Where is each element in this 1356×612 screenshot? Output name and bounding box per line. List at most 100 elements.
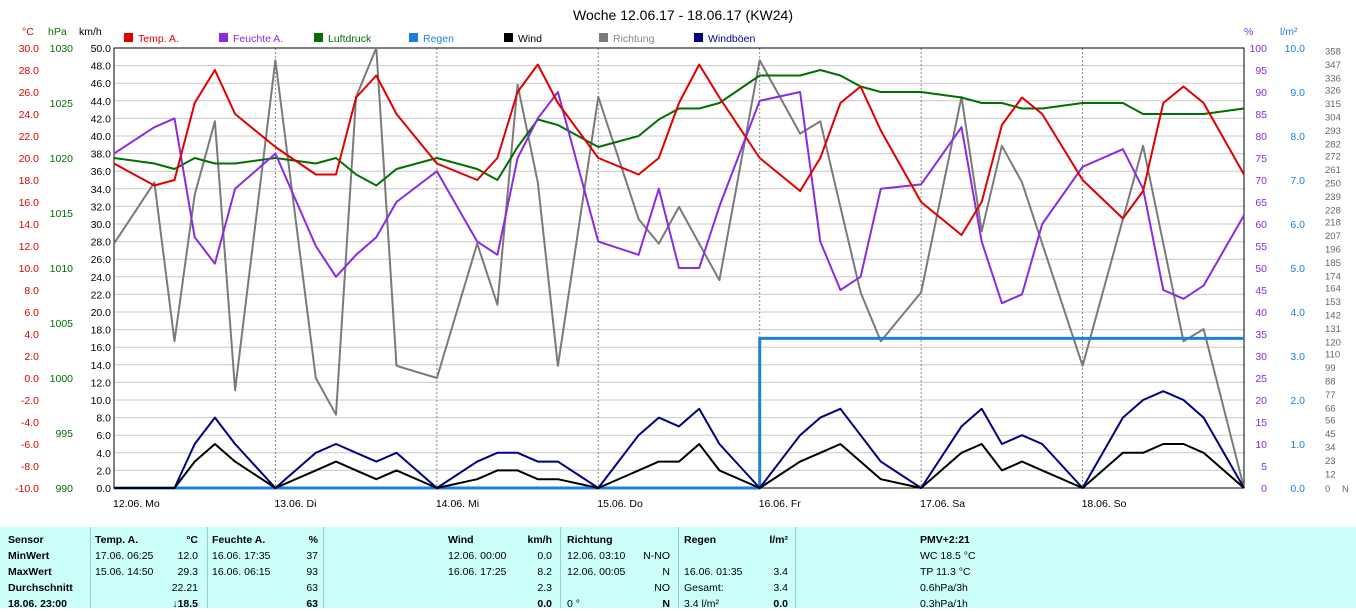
statistics-table: Sensor Temp. A. °C Feuchte A.% Wind km/h Richt…	[0, 527, 1356, 610]
legend-label: Luftdruck	[328, 33, 372, 45]
temp-time: 15.06. 14:50	[95, 566, 154, 578]
temp-tick: 20.0	[19, 153, 40, 165]
header-temp: Temp. A.	[95, 534, 139, 546]
temp-tick: 28.0	[19, 65, 40, 77]
pressure-tick: 1010	[50, 263, 74, 275]
humidity-tick: 65	[1255, 197, 1267, 209]
legend-swatch	[409, 33, 418, 42]
row-label: MaxWert	[8, 566, 52, 578]
rain-tick: 5.0	[1290, 263, 1305, 275]
rain-tick: 1.0	[1290, 439, 1305, 451]
temp-tick: 26.0	[19, 87, 40, 99]
x-tick-label: 13.06. Di	[274, 498, 316, 510]
temp-tick: 14.0	[19, 219, 40, 231]
legend-label: Wind	[518, 33, 542, 45]
x-tick-label: 17.06. Sa	[920, 498, 965, 510]
header-rain: Regen	[684, 534, 717, 546]
x-tick-label: 14.06. Mi	[436, 498, 479, 510]
humidity-tick: 40	[1255, 307, 1267, 319]
temp-tick: 16.0	[19, 197, 40, 209]
wind-tick: 6.0	[96, 430, 111, 442]
direction-tick: 293	[1325, 126, 1341, 137]
wind-tick: 46.0	[91, 78, 112, 90]
humidity-tick: 75	[1255, 153, 1267, 165]
temp-tick: 0.0	[24, 373, 39, 385]
direction-tick: 315	[1325, 99, 1341, 110]
direction-tick: 261	[1325, 165, 1341, 176]
chart-grid	[113, 47, 1245, 489]
pressure-tick: 1005	[50, 318, 74, 330]
wind-tick: 30.0	[91, 219, 112, 231]
rain-tick: 4.0	[1290, 307, 1305, 319]
direction-time: 12.06. 03:10	[567, 550, 626, 562]
direction-tick: 99	[1325, 363, 1336, 374]
legend-swatch	[124, 33, 133, 42]
header-wind-unit: km/h	[527, 534, 552, 546]
temperature-series	[113, 63, 1245, 236]
humidity-unit-label: %	[1244, 26, 1253, 38]
humidity-tick: 45	[1255, 285, 1267, 297]
direction-tick: 207	[1325, 231, 1341, 242]
direction-tick: 326	[1325, 86, 1341, 97]
wind-tick: 42.0	[91, 113, 112, 125]
chart-series	[113, 47, 1245, 490]
rain-time: 3.4 l/m²	[684, 598, 720, 610]
wind-tick: 36.0	[91, 166, 112, 178]
wind-tick: 0.0	[96, 483, 111, 495]
chart-legend: Temp. A. Feuchte A. Luftdruck Regen Wind Rich…	[124, 33, 755, 45]
humidity-value: 37	[306, 550, 318, 562]
wind-tick: 38.0	[91, 149, 112, 161]
pressure-unit-label: hPa	[48, 26, 67, 38]
rain-unit-label: l/m²	[1280, 26, 1298, 38]
direction-tick: 12	[1325, 469, 1336, 480]
wind-time: 16.06. 17:25	[448, 566, 507, 578]
direction-tick: 66	[1325, 403, 1336, 414]
direction-tick: 174	[1325, 271, 1341, 282]
humidity-tick: 95	[1255, 65, 1267, 77]
weather-chart: Woche 12.06.17 - 18.06.17 (KW24) Temp. A…	[15, 7, 1349, 510]
x-tick-label: 16.06. Fr	[759, 498, 802, 510]
pressure-tick: 990	[55, 483, 73, 495]
direction-tick: 228	[1325, 205, 1341, 216]
x-tick-label: 15.06. Do	[597, 498, 643, 510]
temp-tick: 30.0	[19, 43, 40, 55]
legend-swatch	[504, 33, 513, 42]
rain-value: 3.4	[773, 566, 788, 578]
temp-tick: 22.0	[19, 131, 40, 143]
pressure-tick: 1020	[50, 153, 74, 165]
extra-value: TP 11.3 °C	[920, 566, 971, 578]
wind-tick: 44.0	[91, 96, 112, 108]
wind-value: 0.0	[537, 598, 552, 610]
rain-tick: 2.0	[1290, 395, 1305, 407]
temp-tick: -4.0	[21, 417, 39, 429]
temp-tick: 4.0	[24, 329, 39, 341]
rain-tick: 7.0	[1290, 175, 1305, 187]
wind-tick: 20.0	[91, 307, 112, 319]
rain-value: 3.4	[773, 582, 788, 594]
column-separator	[678, 527, 679, 608]
column-separator	[560, 527, 561, 608]
humidity-tick: 15	[1255, 417, 1267, 429]
direction-value: NO	[654, 582, 670, 594]
extra-value: 0.6hPa/3h	[920, 582, 968, 594]
wind-tick: 4.0	[96, 448, 111, 460]
rain-tick: 9.0	[1290, 87, 1305, 99]
wind-tick: 8.0	[96, 413, 111, 425]
temp-value: 22.21	[171, 582, 198, 594]
rain-tick: 0.0	[1290, 483, 1305, 495]
rain-time: Gesamt:	[684, 582, 724, 594]
x-tick-label: 18.06. So	[1082, 498, 1127, 510]
legend-label: Richtung	[613, 33, 655, 45]
header-humidity-unit: %	[308, 534, 318, 546]
humidity-tick: 25	[1255, 373, 1267, 385]
direction-tick: 153	[1325, 297, 1341, 308]
temp-tick: 24.0	[19, 109, 40, 121]
temp-value: ↓18.5	[172, 598, 198, 610]
wind-tick: 10.0	[91, 395, 112, 407]
direction-tick: 0	[1325, 484, 1330, 495]
wind-tick: 40.0	[91, 131, 112, 143]
wind-series	[114, 443, 1245, 489]
humidity-tick: 50	[1255, 263, 1267, 275]
humidity-tick: 55	[1255, 241, 1267, 253]
legend-label: Windböen	[708, 33, 755, 45]
